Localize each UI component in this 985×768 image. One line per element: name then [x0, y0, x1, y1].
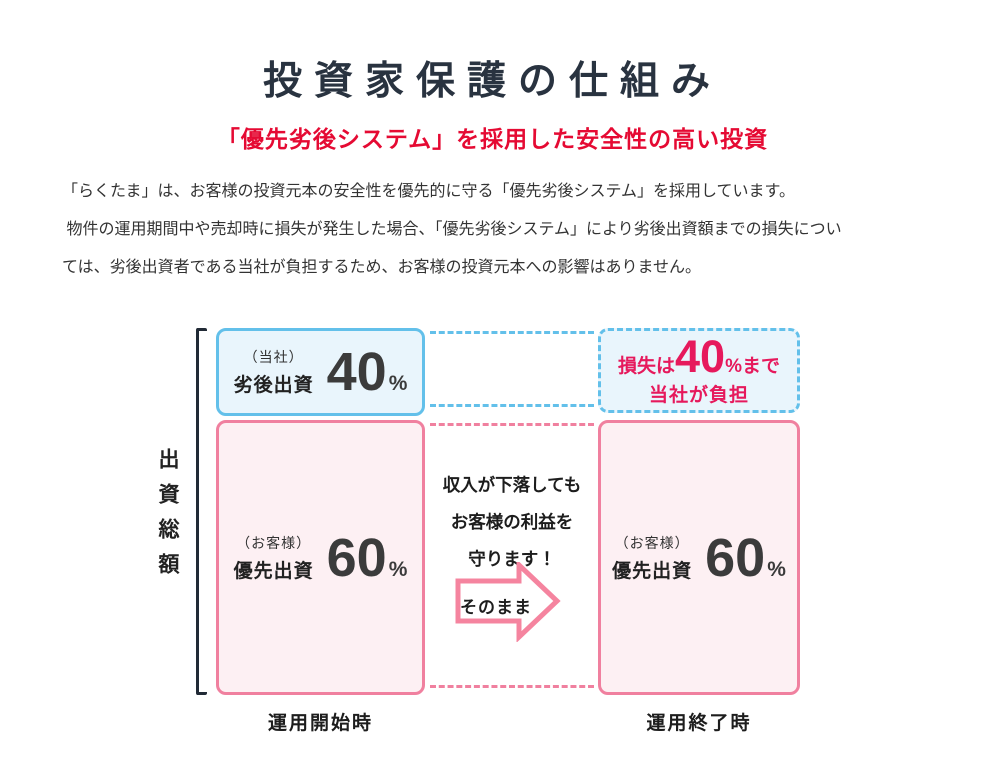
protection-message-line-2: お客様の利益を — [450, 512, 574, 532]
intro-line-1: 「らくたま」は、お客様の投資元本の安全性を優先的に守る「優先劣後システム」を採用… — [62, 183, 795, 200]
connector-dash-mid-blue — [430, 404, 594, 407]
protection-message-line-1: 収入が下落しても — [442, 475, 582, 495]
subordinated-name-label: 劣後出資 — [233, 375, 314, 396]
intro-paragraph: 「らくたま」は、お客様の投資元本の安全性を優先的に守る「優先劣後システム」を採用… — [62, 173, 932, 287]
senior-percent-sign-end: % — [767, 557, 786, 581]
senior-share-end: （お客様） 優先出資 60 % — [612, 531, 786, 585]
page-subtitle: 「優先劣後システム」を採用した安全性の高い投資 — [216, 126, 769, 152]
page-title: 投資家保護の仕組み — [262, 60, 722, 103]
subordinated-owner-label: （当社） — [243, 349, 304, 365]
protection-message: 収入が下落しても お客様の利益を 守ります！ — [425, 467, 599, 578]
senior-owner-label-start: （お客様） — [236, 534, 312, 551]
senior-name-label-end: 優先出資 — [612, 560, 693, 582]
senior-percentage-start: 60 — [326, 527, 387, 588]
loss-prefix: 損失は — [618, 356, 676, 377]
senior-name-label-start: 優先出資 — [233, 560, 314, 582]
subordinated-share: （当社） 劣後出資 40 % — [234, 345, 408, 399]
senior-percent-sign-start: % — [388, 557, 408, 581]
total-investment-bracket — [196, 328, 207, 695]
connector-dash-top-blue — [430, 331, 594, 334]
connector-dash-mid-pink — [430, 423, 594, 426]
arrow-label: そのまま — [460, 598, 532, 617]
loss-coverage-box: 損失は 40 %まで 当社が負担 — [598, 328, 800, 413]
senior-owner-label-end: （お客様） — [614, 534, 690, 551]
intro-line-3: ては、劣後出資者である当社が負担するため、お客様の投資元本への影響はありません。 — [62, 259, 702, 276]
loss-suffix: %まで — [725, 356, 780, 377]
senior-investment-box-end: （お客様） 優先出資 60 % — [598, 420, 800, 695]
operation-start-label: 運用開始時 — [267, 713, 373, 734]
subordinated-percent-sign: % — [388, 372, 408, 395]
senior-share-start: （お客様） 優先出資 60 % — [234, 531, 408, 585]
protection-message-line-3: 守ります！ — [468, 549, 556, 569]
operation-end-label: 運用終了時 — [646, 713, 752, 734]
subordinated-percentage: 40 — [326, 342, 387, 402]
senior-investment-box-start: （お客様） 優先出資 60 % — [216, 420, 425, 695]
senior-percentage-end: 60 — [705, 527, 766, 588]
loss-coverage-line-1: 損失は 40 %まで — [618, 334, 780, 379]
total-investment-label: 出資総額 — [156, 448, 179, 588]
loss-coverage-line-2: 当社が負担 — [648, 385, 749, 406]
connector-dash-bottom-pink — [430, 685, 594, 688]
intro-line-2: 物件の運用期間中や売却時に損失が発生した場合、「優先劣後システム」により劣後出資… — [62, 221, 842, 238]
loss-percentage: 40 — [675, 331, 726, 382]
arrow-right-icon — [455, 562, 561, 642]
subordinated-investment-box: （当社） 劣後出資 40 % — [216, 328, 425, 416]
